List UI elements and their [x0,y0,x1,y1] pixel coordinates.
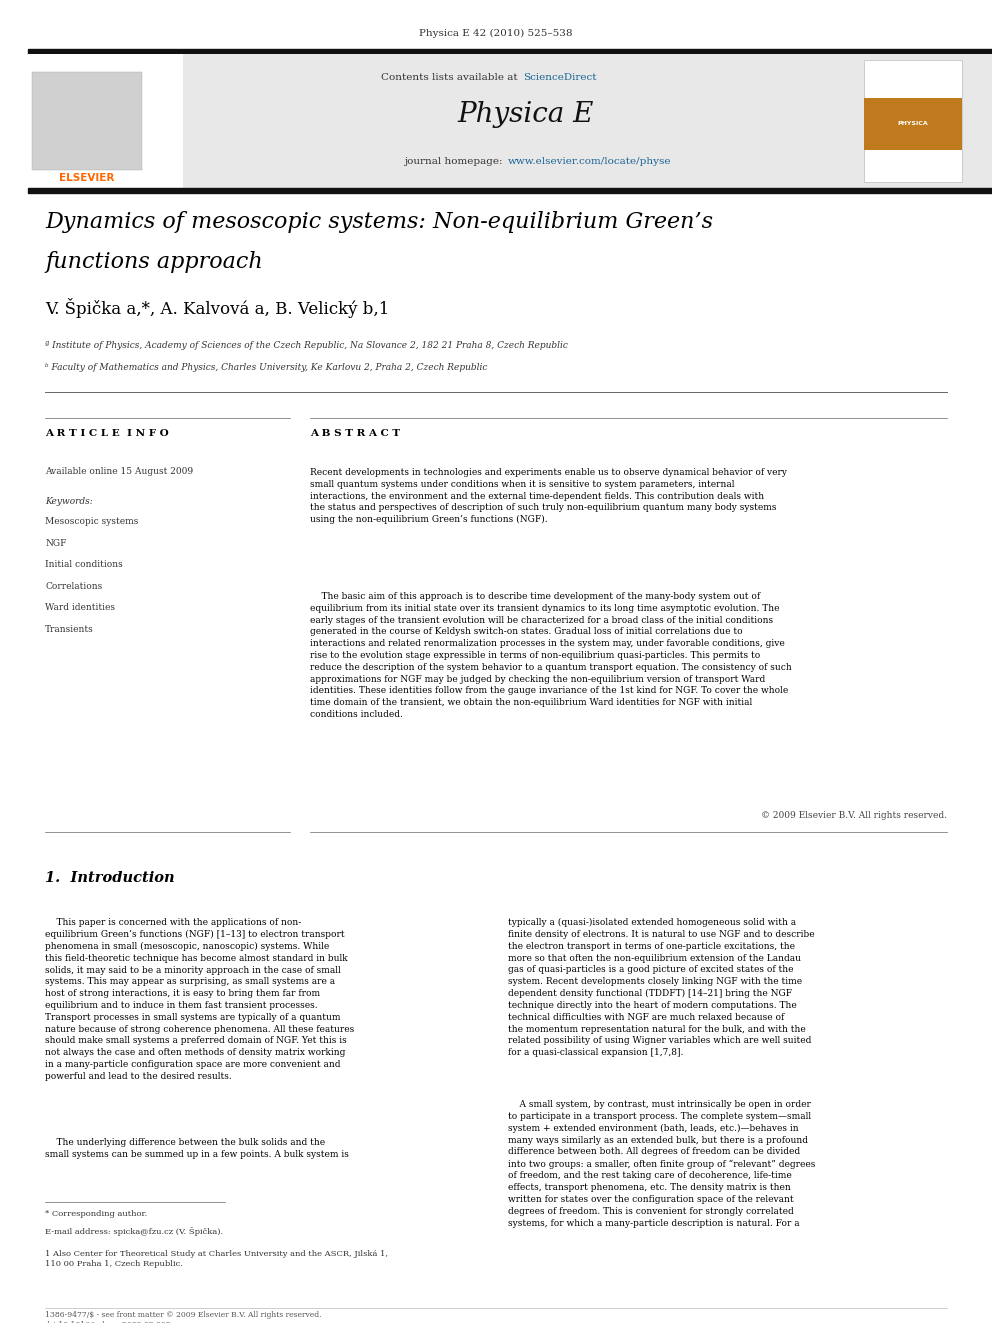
Text: ScienceDirect: ScienceDirect [523,74,596,82]
Bar [864,60,962,183]
Text: A small system, by contrast, must intrinsically be open in order
to participate : A small system, by contrast, must intrin… [508,1099,815,1228]
Text: 1386-9477/$ - see front matter © 2009 Elsevier B.V. All rights reserved.
doi:10.: 1386-9477/$ - see front matter © 2009 El… [45,1311,321,1323]
Text: ᵇ Faculty of Mathematics and Physics, Charles University, Ke Karlovu 2, Praha 2,: ᵇ Faculty of Mathematics and Physics, Ch… [45,363,487,372]
Bar [28,54,183,188]
Text: www.elsevier.com/locate/physe: www.elsevier.com/locate/physe [508,157,672,167]
Text: 1 Also Center for Theoretical Study at Charles University and the ASCR, Jilská 1: 1 Also Center for Theoretical Study at C… [45,1250,388,1267]
Text: V. Špička a,*, A. Kalvová a, B. Velický b,1: V. Špička a,*, A. Kalvová a, B. Velický … [45,298,390,318]
Text: Ward identities: Ward identities [45,603,115,613]
Text: Transients: Transients [45,624,94,634]
Text: ELSEVIER: ELSEVIER [60,173,115,183]
Text: Contents lists available at: Contents lists available at [381,74,521,82]
Text: typically a (quasi-)isolated extended homogeneous solid with a
finite density of: typically a (quasi-)isolated extended ho… [508,918,814,1057]
Text: Initial conditions: Initial conditions [45,561,123,569]
Text: journal homepage:: journal homepage: [405,157,506,167]
Text: Available online 15 August 2009: Available online 15 August 2009 [45,467,193,476]
Bar [28,188,992,193]
Bar [32,71,142,169]
Text: Correlations: Correlations [45,582,102,591]
Text: Dynamics of mesoscopic systems: Non-equilibrium Green’s: Dynamics of mesoscopic systems: Non-equi… [45,210,713,233]
Text: A B S T R A C T: A B S T R A C T [310,430,400,438]
Text: Physica E: Physica E [458,102,594,128]
Text: ª Institute of Physics, Academy of Sciences of the Czech Republic, Na Slovance 2: ª Institute of Physics, Academy of Scien… [45,341,567,351]
Bar [28,54,992,188]
Text: A R T I C L E  I N F O: A R T I C L E I N F O [45,430,169,438]
Text: E-mail address: spicka@fzu.cz (V. Špička).: E-mail address: spicka@fzu.cz (V. Špička… [45,1228,223,1237]
Bar [864,98,962,149]
Text: The underlying difference between the bulk solids and the
small systems can be s: The underlying difference between the bu… [45,1138,349,1159]
Text: Keywords:: Keywords: [45,497,92,507]
Text: * Corresponding author.: * Corresponding author. [45,1211,147,1218]
Text: This paper is concerned with the applications of non-
equilibrium Green’s functi: This paper is concerned with the applica… [45,918,354,1081]
Bar [28,49,992,54]
Text: NGF: NGF [45,538,66,548]
Text: Recent developments in technologies and experiments enable us to observe dynamic: Recent developments in technologies and … [310,468,787,524]
Text: © 2009 Elsevier B.V. All rights reserved.: © 2009 Elsevier B.V. All rights reserved… [761,811,947,819]
Text: The basic aim of this approach is to describe time development of the many-body : The basic aim of this approach is to des… [310,591,792,718]
Text: PHYSICA: PHYSICA [898,122,929,127]
Text: 1.  Introduction: 1. Introduction [45,871,175,885]
Text: Physica E 42 (2010) 525–538: Physica E 42 (2010) 525–538 [420,28,572,37]
Text: Mesoscopic systems: Mesoscopic systems [45,517,138,527]
Text: functions approach: functions approach [45,251,263,273]
